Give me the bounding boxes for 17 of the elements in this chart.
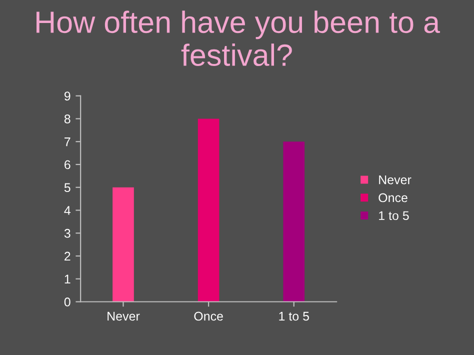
chart-title: How often have you been to a festival? [36, 10, 440, 66]
x-tick-label: Never [108, 312, 140, 321]
y-tick-label: 8 [64, 114, 70, 124]
y-tick-label: 0 [64, 298, 70, 306]
y-tick-label: 9 [64, 92, 70, 100]
legend-label: 1 to 5 [379, 211, 409, 220]
y-tick-label: 2 [64, 252, 70, 261]
y-tick-label: 7 [64, 138, 70, 146]
legend-label: Never [379, 176, 412, 184]
y-tick-label: 1 [64, 274, 70, 284]
y-tick-label: 4 [64, 206, 70, 215]
y-tick-label: 5 [64, 183, 70, 192]
x-tick-label: Once [194, 312, 223, 321]
y-tick-label: 6 [64, 160, 70, 170]
legend-label: Once [378, 193, 408, 202]
y-tick-label: 3 [64, 228, 70, 238]
x-tick-label: 1 to 5 [279, 312, 309, 321]
